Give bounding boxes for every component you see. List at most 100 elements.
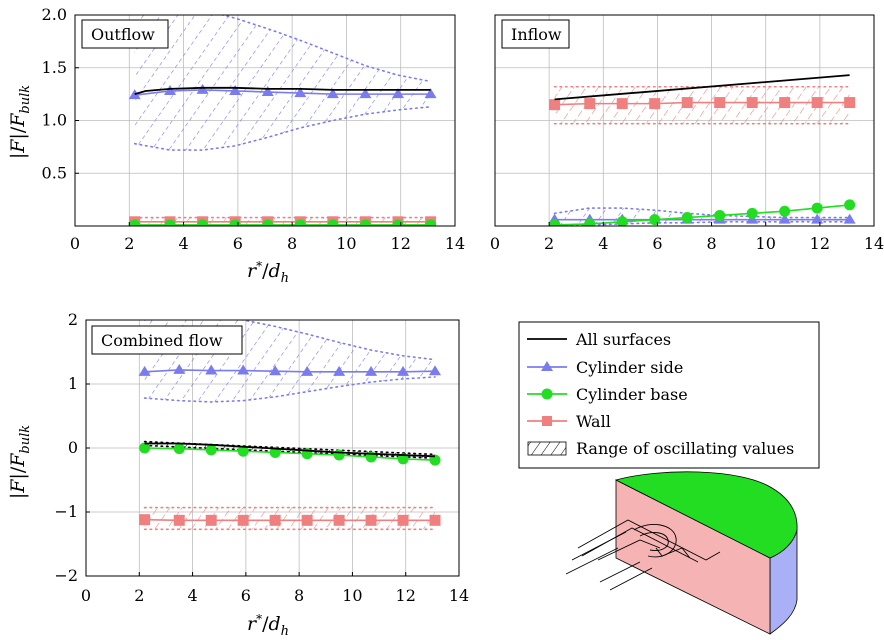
legend-label-wall: Wall [576, 412, 611, 431]
data-point-cylinder_base [237, 445, 249, 457]
data-point-cylinder_base [129, 219, 141, 226]
data-point-cylinder_side [397, 365, 410, 376]
legend-label-cylinder-base: Cylinder base [576, 385, 688, 404]
x-tick-label: 12 [396, 586, 416, 605]
outflow-title-box [81, 19, 169, 49]
range-upper-all_surfaces [143, 440, 436, 456]
range-band-cylinder_side [134, 15, 431, 151]
data-point-cylinder_base [327, 219, 339, 226]
series-line-cylinder_side [134, 89, 431, 96]
legend-marker-square-icon [542, 416, 552, 426]
data-point-cylinder_side [261, 86, 274, 97]
inflow-ranges [553, 85, 851, 226]
data-point-cylinder_base [649, 214, 661, 226]
y-tick-label: −2 [54, 566, 78, 585]
inflow-title: Inflow [511, 25, 562, 44]
data-point-cylinder_side [359, 88, 372, 99]
data-point-cylinder_base [269, 446, 281, 458]
illustration-channel-lines [565, 519, 721, 591]
data-point-cylinder_side [229, 84, 242, 95]
cylinder-geometry-illustration [565, 471, 798, 635]
data-point-cylinder_base [359, 219, 371, 226]
x-tick-label: 6 [241, 586, 251, 605]
legend: All surfaces Cylinder side Cylinder base… [518, 321, 820, 469]
data-point-cylinder_side [301, 365, 314, 376]
data-point-wall [429, 514, 441, 526]
data-point-cylinder_base [714, 209, 726, 221]
x-axis-label-top: r*/dh [247, 259, 289, 286]
data-point-cylinder_base [205, 444, 217, 456]
data-point-cylinder_side [424, 88, 437, 99]
data-point-cylinder_base [139, 442, 151, 454]
legend-label-range: Range of oscillating values [576, 439, 794, 458]
legend-swatch-hatch-icon [527, 441, 567, 456]
data-point-cylinder_base [425, 219, 437, 226]
data-point-cylinder_side [811, 213, 824, 224]
data-point-cylinder_base [779, 205, 791, 217]
data-point-cylinder_side [392, 88, 404, 99]
data-point-cylinder_base [616, 216, 628, 226]
illustration-green-top [614, 471, 798, 559]
range-upper-cylinder_side [143, 320, 436, 361]
data-point-wall [714, 97, 726, 109]
data-point-wall [205, 514, 217, 526]
range-lower-cylinder_side [553, 220, 851, 226]
legend-label-all-surfaces: All surfaces [575, 330, 671, 349]
series-line-cylinder_base [554, 204, 850, 226]
data-point-wall [746, 97, 758, 109]
legend-entry-wall: Wall [527, 412, 611, 431]
range-band-wall [554, 86, 850, 124]
legend-label-cylinder-side: Cylinder side [576, 358, 683, 377]
series-line-wall [554, 101, 850, 106]
data-point-wall [811, 97, 823, 109]
data-point-wall [365, 514, 377, 526]
y-tick-label: −1 [54, 502, 78, 521]
outflow-title: Outflow [91, 25, 155, 44]
y-tick-label: 0.5 [42, 163, 67, 182]
series-line-all_surfaces [134, 86, 431, 95]
range-upper-cylinder_side [219, 15, 432, 83]
data-point-cylinder_side [429, 365, 442, 376]
x-tick-label: 2 [134, 586, 144, 605]
combined-title: Combined flow [101, 331, 223, 350]
x-tick-label: 10 [342, 586, 362, 605]
x-tick-label: 12 [391, 234, 411, 253]
inflow-chart: 0 2 4 6 8 10 12 14 Inflow [490, 14, 884, 253]
data-point-wall [681, 97, 693, 109]
outflow-series [128, 83, 437, 226]
outflow-chart: 0 2 4 6 8 10 12 14 0.5 1.0 1.5 2.0 Outflow [42, 5, 466, 253]
data-point-cylinder_side [269, 365, 282, 376]
series-line-all_surfaces [554, 74, 850, 101]
x-tick-label: 10 [756, 234, 776, 253]
data-point-cylinder_base [333, 449, 345, 461]
data-point-wall [269, 514, 281, 526]
data-point-cylinder_side [294, 87, 307, 98]
data-point-cylinder_side [205, 364, 218, 375]
data-point-cylinder_base [429, 454, 441, 466]
x-tick-label: 2 [544, 234, 554, 253]
y-tick-label: 1.5 [42, 58, 67, 77]
data-point-cylinder_base [197, 219, 209, 226]
data-point-wall [397, 514, 409, 526]
x-tick-label: 6 [652, 234, 662, 253]
y-tick-label: 1.0 [42, 111, 67, 130]
inflow-plot-frame [494, 14, 875, 227]
series-line-cylinder_base [144, 447, 436, 461]
legend-entry-cylinder-base: Cylinder base [527, 385, 688, 404]
data-point-wall [301, 514, 313, 526]
legend-box [518, 321, 820, 469]
data-point-cylinder_side [237, 364, 250, 375]
data-point-wall [139, 514, 151, 526]
x-tick-label: 10 [336, 234, 356, 253]
data-point-cylinder_side [326, 88, 339, 99]
x-tick-label: 12 [810, 234, 830, 253]
data-point-wall [616, 98, 628, 110]
data-point-cylinder_side [128, 89, 141, 100]
data-point-wall [237, 514, 249, 526]
data-point-cylinder_base [392, 219, 404, 226]
combined-title-box [91, 325, 243, 355]
y-tick-label: 1 [68, 374, 78, 393]
data-point-wall [333, 514, 345, 526]
data-point-cylinder_base [584, 218, 596, 226]
x-tick-label: 14 [864, 234, 884, 253]
